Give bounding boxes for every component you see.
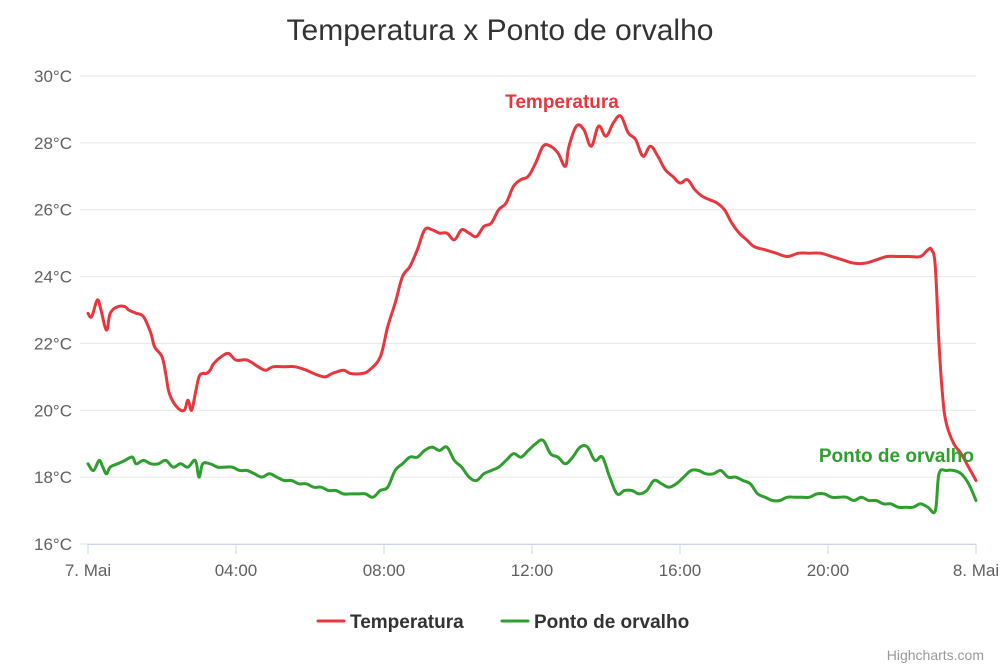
series-label: Temperatura [505, 92, 619, 113]
y-tick-label: 26°C [34, 201, 72, 220]
series-label: Ponto de orvalho [819, 446, 974, 467]
series-line-ponto-de-orvalho[interactable] [86, 438, 978, 515]
legend-label: Temperatura [350, 612, 464, 633]
x-tick-label: 20:00 [807, 561, 850, 580]
y-tick-label: 24°C [34, 268, 72, 287]
y-tick-label: 16°C [34, 535, 72, 554]
y-tick-label: 20°C [34, 401, 72, 420]
x-tick-label: 16:00 [659, 561, 702, 580]
y-tick-label: 18°C [34, 468, 72, 487]
x-tick-label: 08:00 [363, 561, 406, 580]
y-tick-label: 30°C [34, 67, 72, 86]
y-axis-tick-labels: 16°C 18°C 20°C 22°C 24°C 26°C 28°C 30°C [34, 67, 72, 554]
legend-item[interactable]: Ponto de orvalho [500, 612, 689, 633]
credits-link[interactable]: Highcharts.com [887, 647, 984, 663]
series-line-temperatura[interactable] [86, 114, 978, 482]
x-tick-label: 8. Mai [953, 561, 999, 580]
legend-label: Ponto de orvalho [534, 612, 689, 633]
y-gridlines [80, 75, 976, 545]
y-tick-label: 22°C [34, 334, 72, 353]
x-axis: 7. Mai 04:00 08:00 12:00 16:00 20:00 8. Mai [65, 544, 999, 580]
legend-item[interactable]: Temperatura [316, 612, 464, 633]
y-tick-label: 28°C [34, 134, 72, 153]
chart-title: Temperatura x Ponto de orvalho [287, 14, 714, 47]
legend[interactable]: Temperatura Ponto de orvalho [316, 612, 689, 633]
x-tick-label: 7. Mai [65, 561, 111, 580]
series-lines [86, 114, 978, 515]
x-tick-label: 12:00 [511, 561, 554, 580]
x-tick-label: 04:00 [215, 561, 258, 580]
series-labels: Temperatura Ponto de orvalho [505, 92, 974, 467]
